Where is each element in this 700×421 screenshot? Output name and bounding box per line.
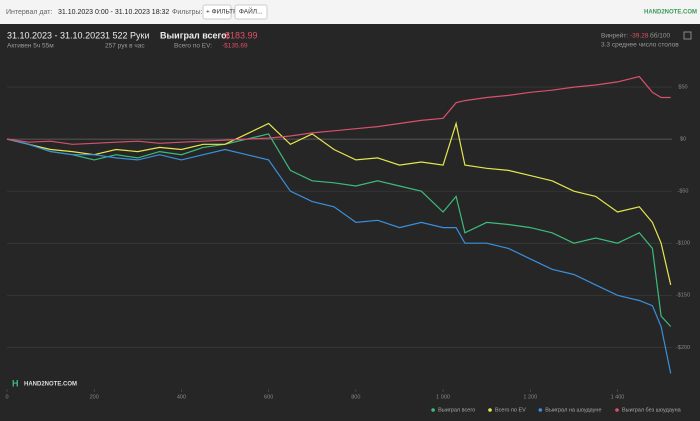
legend-label: Всего по EV [495, 407, 526, 413]
legend-label: Выиграл всего [438, 407, 475, 413]
x-tick-label: 800 [351, 394, 360, 400]
hands-per-hour: 257 рук в час [105, 43, 145, 50]
winrate-label: Винрейт: [601, 32, 628, 40]
period: 31.10.2023 - 31.10.2023 [7, 30, 105, 40]
y-tick-label: -$100 [676, 241, 690, 247]
filter-button[interactable] [202, 4, 232, 20]
date-label: Интервал дат: [6, 9, 52, 16]
series-line [6, 133, 672, 327]
y-tick-label: -$50 [677, 189, 688, 195]
file-button[interactable] [234, 4, 268, 20]
series-line [6, 121, 672, 286]
won-value: -$183.99 [222, 30, 258, 40]
ev-label: Всего по EV: [174, 43, 212, 50]
x-tick-label: 400 [177, 394, 186, 400]
x-tick-label: 600 [264, 394, 273, 400]
legend-marker [538, 408, 543, 412]
filter-button-text[interactable]: + ФИЛЬТР... [206, 9, 242, 16]
legend-label: Выиграл без шоудауна [622, 407, 682, 413]
x-tick-label: 1 000 [436, 394, 450, 400]
won-label: Выиграл всего: [160, 30, 230, 40]
chart-logo: HAND2NOTE.COM [24, 382, 77, 388]
chart-panel [0, 24, 700, 421]
date-range[interactable]: 31.10.2023 0:00 - 31.10.2023 18:32 [58, 9, 169, 16]
legend-marker [488, 408, 492, 412]
series-line [6, 75, 671, 145]
y-tick-label: -$200 [676, 345, 690, 351]
y-tick-label: -$150 [676, 293, 690, 299]
y-tick-label: $0 [680, 137, 686, 143]
hands: 1 522 Руки [105, 30, 150, 40]
logo-icon: H [12, 378, 19, 388]
ev-value: -$135.69 [222, 43, 248, 50]
winrate-unit: бб/100 [650, 32, 670, 40]
legend-marker [431, 408, 435, 412]
active-time: Активен 5ч 55м [7, 43, 54, 50]
y-tick-label: $50 [678, 85, 687, 91]
legend-label: Выиграл на шоудауне [545, 407, 601, 413]
x-tick-label: 1 400 [611, 394, 625, 400]
logo: HAND2NOTE.COM [644, 10, 697, 16]
series-line [6, 138, 672, 374]
tables: 3.3 среднее число столов [601, 42, 679, 49]
filters-label: Фильтры: [172, 9, 203, 16]
x-tick-label: 1 200 [523, 394, 537, 400]
winrate-value: -39.28 [630, 33, 649, 40]
expand-icon[interactable] [683, 31, 692, 40]
plot: $50 $0 -$50 -$100 -$150 -$200 0 200 400 600 800 1 0… [5, 75, 690, 413]
file-button-text[interactable]: ФАЙЛ... [239, 7, 263, 16]
x-tick-label: 0 [5, 394, 8, 400]
legend-marker [615, 408, 619, 412]
x-tick-label: 200 [90, 394, 99, 400]
toolbar [0, 0, 700, 24]
